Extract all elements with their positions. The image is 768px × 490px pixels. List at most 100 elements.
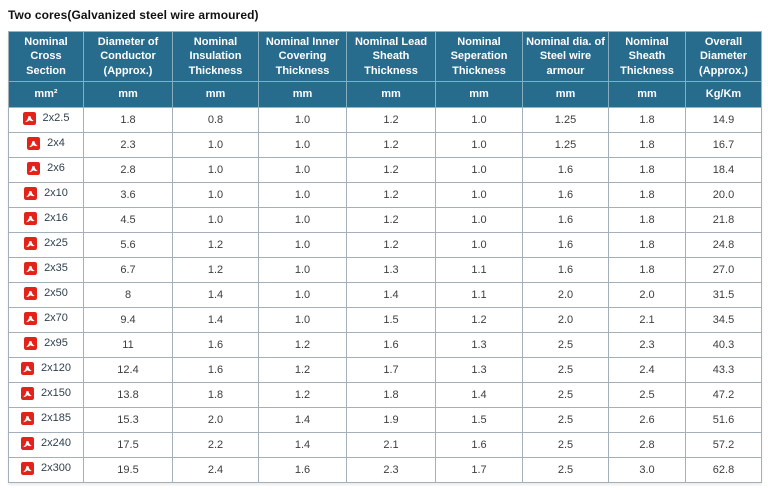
value-cell: 1.0 xyxy=(436,107,523,133)
value-cell: 1.8 xyxy=(347,382,436,408)
pdf-link[interactable]: 2x300 xyxy=(21,461,71,475)
pdf-link[interactable]: 2x150 xyxy=(21,386,71,400)
value-cell: 1.6 xyxy=(436,432,523,458)
pdf-link[interactable]: 2x50 xyxy=(24,286,68,300)
value-cell: 1.3 xyxy=(347,257,436,283)
pdf-link[interactable]: 2x10 xyxy=(24,186,68,200)
pdf-link[interactable]: 2x240 xyxy=(21,436,71,450)
size-label[interactable]: 2x300 xyxy=(41,462,71,475)
pdf-file-icon[interactable] xyxy=(24,336,38,350)
unit-cell: mm xyxy=(523,81,609,108)
value-cell: 2.5 xyxy=(523,332,609,358)
value-cell: 3.0 xyxy=(609,457,686,482)
pdf-link[interactable]: 2x70 xyxy=(24,311,68,325)
pdf-file-icon[interactable] xyxy=(24,211,38,225)
value-cell: 1.4 xyxy=(173,307,259,333)
value-cell: 2.8 xyxy=(84,157,173,183)
value-cell: 1.1 xyxy=(436,282,523,308)
column-header: Diameter of Conductor (Approx.) xyxy=(84,32,173,82)
value-cell: 2.1 xyxy=(347,432,436,458)
value-cell: 1.0 xyxy=(259,107,347,133)
table-row: 2x2.5 1.8 0.8 1.0 1.2 1.0 1.25 1.8 14.9 xyxy=(9,107,761,133)
value-cell: 1.2 xyxy=(347,232,436,258)
size-label[interactable]: 2x6 xyxy=(47,162,65,175)
pdf-file-icon[interactable] xyxy=(24,186,38,200)
value-cell: 3.6 xyxy=(84,182,173,208)
value-cell: 1.4 xyxy=(259,407,347,433)
pdf-file-icon[interactable] xyxy=(24,261,38,275)
pdf-link[interactable]: 2x6 xyxy=(27,161,65,175)
table-row: 2x70 9.4 1.4 1.0 1.5 1.2 2.0 2.1 34.5 xyxy=(9,307,761,333)
pdf-link[interactable]: 2x185 xyxy=(21,411,71,425)
value-cell: 1.2 xyxy=(347,207,436,233)
size-label[interactable]: 2x50 xyxy=(44,287,68,300)
pdf-file-icon[interactable] xyxy=(21,461,34,475)
pdf-file-icon[interactable] xyxy=(21,386,34,400)
value-cell: 2.3 xyxy=(84,132,173,158)
pdf-link[interactable]: 2x16 xyxy=(24,211,68,225)
value-cell: 1.6 xyxy=(523,232,609,258)
pdf-file-icon[interactable] xyxy=(22,111,36,125)
pdf-file-icon[interactable] xyxy=(24,311,38,325)
value-cell: 1.25 xyxy=(523,132,609,158)
unit-cell: Kg/Km xyxy=(686,81,761,108)
column-header: Nominal Sheath Thickness xyxy=(609,32,686,82)
value-cell: 51.6 xyxy=(686,407,761,433)
pdf-file-icon[interactable] xyxy=(24,236,38,250)
value-cell: 1.8 xyxy=(173,382,259,408)
value-cell: 1.0 xyxy=(436,207,523,233)
pdf-link[interactable]: 2x4 xyxy=(27,136,65,150)
pdf-file-icon[interactable] xyxy=(21,436,34,450)
pdf-file-icon[interactable] xyxy=(24,286,38,300)
pdf-link[interactable]: 2x120 xyxy=(21,361,71,375)
value-cell: 1.0 xyxy=(436,232,523,258)
pdf-file-icon[interactable] xyxy=(21,411,34,425)
value-cell: 2.1 xyxy=(609,307,686,333)
value-cell: 1.8 xyxy=(609,257,686,283)
size-cell: 2x50 xyxy=(9,282,84,308)
value-cell: 2.0 xyxy=(609,282,686,308)
pdf-link[interactable]: 2x25 xyxy=(24,236,68,250)
value-cell: 1.25 xyxy=(523,107,609,133)
size-label[interactable]: 2x25 xyxy=(44,237,68,250)
column-header: Nominal Lead Sheath Thickness xyxy=(347,32,436,82)
size-label[interactable]: 2x16 xyxy=(44,212,68,225)
unit-cell: mm xyxy=(347,81,436,108)
value-cell: 1.3 xyxy=(436,357,523,383)
value-cell: 1.0 xyxy=(173,132,259,158)
pdf-file-icon[interactable] xyxy=(21,361,34,375)
pdf-link[interactable]: 2x35 xyxy=(24,261,68,275)
pdf-link[interactable]: 2x95 xyxy=(24,336,68,350)
size-cell: 2x70 xyxy=(9,307,84,333)
size-label[interactable]: 2x185 xyxy=(41,412,71,425)
value-cell: 1.2 xyxy=(347,182,436,208)
value-cell: 2.4 xyxy=(609,357,686,383)
value-cell: 1.8 xyxy=(609,157,686,183)
size-cell: 2x25 xyxy=(9,232,84,258)
pdf-link[interactable]: 2x2.5 xyxy=(22,111,70,125)
value-cell: 1.9 xyxy=(347,407,436,433)
value-cell: 1.0 xyxy=(436,157,523,183)
size-label[interactable]: 2x2.5 xyxy=(42,112,70,125)
value-cell: 62.8 xyxy=(686,457,761,482)
header-row: Nominal Cross Section Diameter of Conduct… xyxy=(9,32,761,82)
size-label[interactable]: 2x240 xyxy=(41,437,71,450)
size-label[interactable]: 2x70 xyxy=(44,312,68,325)
value-cell: 0.8 xyxy=(173,107,259,133)
pdf-file-icon[interactable] xyxy=(27,136,41,150)
size-label[interactable]: 2x4 xyxy=(47,137,65,150)
size-label[interactable]: 2x120 xyxy=(41,362,71,375)
size-cell: 2x120 xyxy=(9,357,84,383)
size-label[interactable]: 2x35 xyxy=(44,262,68,275)
column-header: Nominal Seperation Thickness xyxy=(436,32,523,82)
table-row: 2x6 2.8 1.0 1.0 1.2 1.0 1.6 1.8 18.4 xyxy=(9,157,761,183)
size-label[interactable]: 2x95 xyxy=(44,337,68,350)
size-label[interactable]: 2x10 xyxy=(44,187,68,200)
size-label[interactable]: 2x150 xyxy=(41,387,71,400)
value-cell: 2.5 xyxy=(609,382,686,408)
value-cell: 1.2 xyxy=(347,157,436,183)
value-cell: 2.0 xyxy=(523,282,609,308)
value-cell: 1.4 xyxy=(173,282,259,308)
value-cell: 1.2 xyxy=(259,382,347,408)
pdf-file-icon[interactable] xyxy=(27,161,41,175)
